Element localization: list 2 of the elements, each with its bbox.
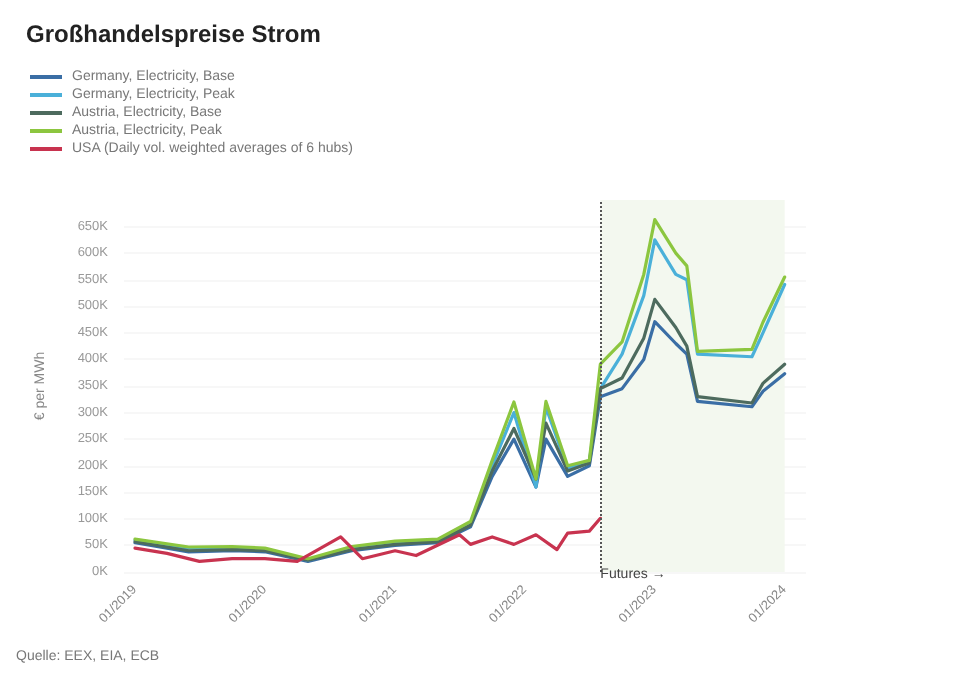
chart-title: Großhandelspreise Strom — [26, 20, 321, 48]
line-series — [133, 516, 602, 563]
